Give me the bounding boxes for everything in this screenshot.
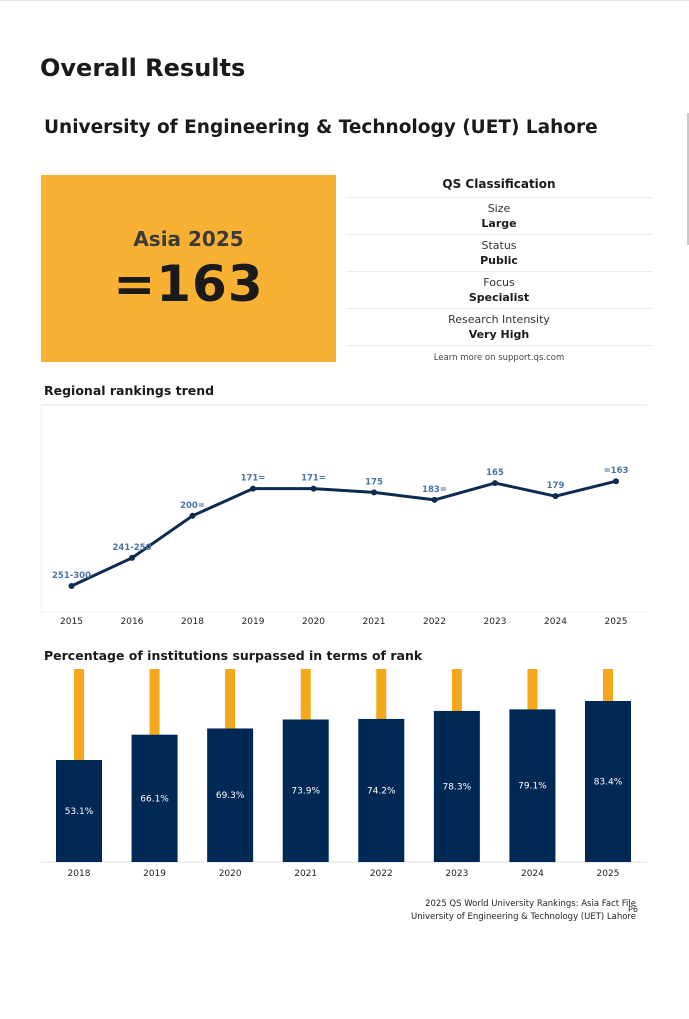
bar-x-tick-2022: 2022: [370, 869, 393, 879]
footer-line-1: 2025 QS World University Rankings: Asia …: [425, 899, 636, 909]
bar-x-tick-2018: 2018: [68, 869, 91, 879]
trend-data-label-2018: 200=: [180, 501, 205, 511]
bar-x-tick-2023: 2023: [445, 869, 468, 879]
trend-x-tick-2016: 2016: [121, 617, 144, 627]
remainder-bar-2020: [225, 669, 236, 729]
trend-x-tick-2021: 2021: [363, 617, 386, 627]
trend-data-label-2022: 183=: [422, 485, 447, 495]
page-title: Overall Results: [40, 54, 246, 82]
classification-row-size: Size Large: [346, 198, 652, 235]
remainder-bar-2021: [300, 669, 311, 720]
surpassed-bar-2024: [509, 709, 556, 862]
bar-value-label-2023: 78.3%: [443, 782, 472, 792]
surpassed-bar-2025: [585, 701, 631, 862]
bar-value-label-2021: 73.9%: [291, 787, 320, 797]
trend-x-tick-2015: 2015: [60, 617, 83, 627]
bar-x-tick-2024: 2024: [521, 869, 544, 879]
surpassed-bar-2018: [56, 760, 102, 862]
classification-row-status: Status Public: [346, 235, 652, 272]
qs-classification-heading: QS Classification: [346, 172, 652, 198]
percentage-surpassed-chart: 53.1% 2018 66.1% 2019 69.3% 2020 73.9% 2021 74.2…: [41, 669, 647, 879]
classification-value: Large: [481, 217, 517, 230]
classification-label: Focus: [483, 276, 515, 289]
surpassed-bar-2022: [358, 718, 405, 862]
top-rule: [0, 0, 689, 1]
trend-data-label-2016: 241-250: [112, 543, 151, 553]
regional-rankings-trend-chart: 251-300 2015 241-250 2016 200= 2018 171= 2019 17…: [40, 404, 647, 627]
bar-value-label-2024: 79.1%: [518, 782, 547, 792]
classification-value: Very High: [468, 328, 530, 341]
classification-label: Status: [481, 239, 517, 252]
trend-data-label-2021: 175: [365, 477, 383, 487]
surpassed-bar-2023: [433, 710, 480, 862]
remainder-bar-2023: [451, 669, 462, 711]
trend-x-tick-2023: 2023: [484, 617, 507, 627]
rank-box: Asia 2025 =163: [41, 175, 336, 362]
qs-classification-panel: QS Classification Size Large Status Publ…: [346, 172, 652, 363]
remainder-bar-2018: [74, 669, 84, 760]
bar-x-tick-2025: 2025: [597, 869, 620, 879]
bar-value-label-2019: 66.1%: [140, 794, 169, 804]
trend-x-tick-2024: 2024: [544, 617, 567, 627]
bar-value-label-2020: 69.3%: [216, 791, 245, 801]
surpassed-bar-2021: [282, 719, 329, 862]
page-number: P6: [628, 905, 638, 914]
classification-value: Public: [480, 254, 518, 267]
university-title: University of Engineering & Technology (…: [44, 117, 598, 138]
trend-x-tick-2020: 2020: [302, 617, 325, 627]
trend-data-label-2015: 251-300: [52, 571, 91, 581]
trend-x-tick-2019: 2019: [242, 617, 265, 627]
surpassed-bar-2020: [207, 728, 254, 862]
bar-x-tick-2020: 2020: [219, 869, 242, 879]
bar-x-tick-2019: 2019: [143, 869, 166, 879]
trend-section-title: Regional rankings trend: [44, 383, 215, 398]
bar-value-label-2018: 53.1%: [65, 807, 94, 817]
trend-point-2022: [431, 496, 438, 503]
trend-point-2023: [492, 480, 498, 487]
trend-x-tick-2025: 2025: [605, 617, 628, 627]
trend-data-label-2020: 171=: [301, 474, 326, 484]
bar-x-tick-2021: 2021: [294, 869, 317, 879]
classification-value: Specialist: [468, 291, 530, 304]
trend-x-tick-2018: 2018: [181, 617, 204, 627]
remainder-bar-2022: [376, 669, 387, 719]
surpassed-bar-2019: [131, 734, 178, 862]
classification-row-focus: Focus Specialist: [346, 272, 652, 309]
trend-point-2025: [613, 478, 619, 485]
trend-line-series: [70, 479, 617, 588]
trend-point-2021: [371, 489, 377, 496]
trend-x-tick-2022: 2022: [423, 617, 446, 627]
surpassed-section-title: Percentage of institutions surpassed in …: [44, 648, 423, 663]
trend-data-label-2025: =163: [604, 466, 629, 476]
rank-region-year: Asia 2025: [133, 227, 244, 251]
bar-value-label-2025: 83.4%: [594, 778, 623, 788]
learn-more-link[interactable]: Learn more on support.qs.com: [433, 353, 565, 363]
trend-data-label-2024: 179: [547, 481, 565, 491]
remainder-bar-2024: [527, 669, 538, 710]
classification-label: Research Intensity: [448, 313, 550, 326]
classification-row-research-intensity: Research Intensity Very High: [346, 309, 652, 346]
bar-value-label-2022: 74.2%: [367, 786, 396, 796]
trend-data-label-2019: 171=: [241, 474, 266, 484]
footer-line-2: University of Engineering & Technology (…: [410, 912, 636, 922]
trend-point-2018: [189, 512, 196, 519]
remainder-bar-2025: [603, 669, 613, 701]
rank-value: =163: [113, 255, 264, 313]
trend-data-label-2023: 165: [486, 468, 504, 478]
page-edge-marker: [687, 113, 689, 245]
footer: 2025 QS World University Rankings: Asia …: [300, 898, 636, 924]
trend-point-2015: [68, 582, 75, 589]
trend-point-2019: [250, 485, 256, 492]
trend-point-2020: [310, 485, 317, 492]
classification-label: Size: [487, 202, 511, 215]
remainder-bar-2019: [149, 669, 160, 735]
trend-point-2016: [129, 554, 135, 561]
trend-point-2024: [552, 493, 559, 500]
